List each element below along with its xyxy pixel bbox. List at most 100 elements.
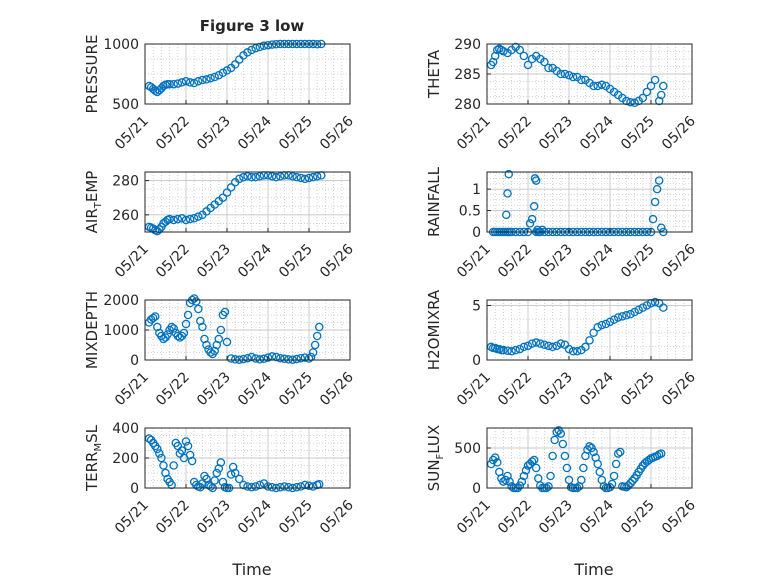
y-axis-label: THETA bbox=[425, 49, 443, 99]
data-point bbox=[312, 331, 322, 341]
data-point bbox=[263, 353, 273, 362]
y-tick-label: 0 bbox=[130, 481, 139, 497]
data-point bbox=[284, 482, 293, 492]
data-point bbox=[310, 340, 320, 350]
data-point bbox=[650, 197, 660, 207]
data-point bbox=[251, 172, 260, 182]
data-point bbox=[587, 443, 596, 453]
figure-title: Figure 3 low bbox=[200, 17, 305, 35]
data-point bbox=[308, 348, 318, 357]
data-point bbox=[519, 342, 529, 352]
data-point bbox=[276, 172, 285, 181]
data-point bbox=[657, 449, 666, 458]
data-point bbox=[218, 477, 228, 487]
y-tick-label: 290 bbox=[454, 37, 481, 53]
axes-box bbox=[486, 299, 693, 361]
data-point bbox=[533, 225, 542, 235]
data-point bbox=[556, 429, 566, 438]
series-points bbox=[144, 39, 326, 97]
y-tick-label: 200 bbox=[112, 451, 139, 467]
data-point bbox=[165, 214, 174, 224]
data-point bbox=[263, 482, 273, 491]
data-point bbox=[300, 174, 310, 184]
data-point bbox=[521, 466, 531, 475]
data-point bbox=[593, 323, 602, 332]
data-point bbox=[255, 480, 265, 490]
data-point bbox=[515, 481, 525, 490]
data-point bbox=[276, 353, 285, 363]
data-point bbox=[577, 75, 586, 85]
data-point bbox=[626, 97, 635, 107]
y-tick-label: 0 bbox=[472, 353, 481, 369]
data-point bbox=[652, 451, 662, 461]
data-point bbox=[593, 459, 602, 469]
y-tick-label: 0 bbox=[130, 353, 139, 369]
data-point bbox=[243, 172, 252, 181]
data-point bbox=[247, 352, 256, 362]
data-point bbox=[503, 189, 512, 198]
data-point bbox=[206, 73, 215, 83]
axes-box bbox=[144, 171, 351, 233]
data-point bbox=[657, 90, 666, 100]
data-point bbox=[507, 482, 516, 491]
data-point bbox=[630, 307, 639, 317]
data-point bbox=[499, 46, 508, 56]
data-point bbox=[247, 482, 256, 492]
data-point bbox=[564, 344, 574, 354]
data-point bbox=[167, 480, 176, 490]
axes-box bbox=[486, 427, 693, 489]
data-point bbox=[159, 461, 168, 470]
data-point bbox=[185, 78, 195, 87]
data-point bbox=[284, 355, 293, 364]
data-point bbox=[183, 310, 193, 320]
data-point bbox=[593, 81, 602, 91]
data-point bbox=[220, 307, 230, 317]
data-point bbox=[247, 45, 256, 55]
data-point bbox=[218, 68, 228, 78]
data-point bbox=[642, 301, 652, 310]
y-axis-label: AIRTEMP bbox=[83, 171, 104, 234]
data-point bbox=[202, 340, 211, 350]
data-point bbox=[187, 456, 197, 466]
data-point bbox=[499, 477, 508, 486]
series-points bbox=[144, 294, 324, 364]
data-point bbox=[222, 66, 232, 75]
y-axis-label-main: TERR bbox=[83, 452, 101, 493]
data-point bbox=[296, 482, 306, 491]
data-point bbox=[488, 455, 498, 465]
data-point bbox=[605, 317, 615, 327]
data-point bbox=[185, 214, 195, 224]
data-point bbox=[618, 312, 627, 321]
data-point bbox=[501, 475, 510, 485]
data-point bbox=[153, 444, 162, 454]
data-point bbox=[267, 172, 277, 181]
data-point bbox=[540, 340, 549, 349]
data-point bbox=[169, 79, 178, 89]
data-point bbox=[624, 481, 633, 490]
data-point bbox=[585, 442, 594, 451]
data-point bbox=[638, 93, 648, 103]
data-point bbox=[638, 303, 648, 312]
data-point bbox=[239, 172, 248, 182]
data-point bbox=[304, 354, 314, 363]
data-point bbox=[544, 63, 553, 73]
y-tick-label: 5 bbox=[472, 298, 481, 314]
data-point bbox=[191, 480, 201, 490]
data-point bbox=[163, 330, 172, 339]
data-point bbox=[538, 225, 547, 235]
data-point bbox=[572, 347, 582, 356]
data-point bbox=[634, 305, 643, 315]
data-point bbox=[181, 437, 191, 446]
data-point bbox=[181, 319, 191, 329]
data-point bbox=[243, 48, 252, 57]
data-point bbox=[210, 476, 219, 485]
data-point bbox=[216, 458, 226, 467]
y-tick-label: 1000 bbox=[103, 37, 139, 53]
data-point bbox=[611, 459, 621, 469]
data-point bbox=[304, 173, 314, 183]
data-point bbox=[177, 446, 187, 455]
data-point bbox=[652, 184, 662, 194]
data-point bbox=[544, 341, 553, 351]
data-point bbox=[189, 214, 199, 223]
